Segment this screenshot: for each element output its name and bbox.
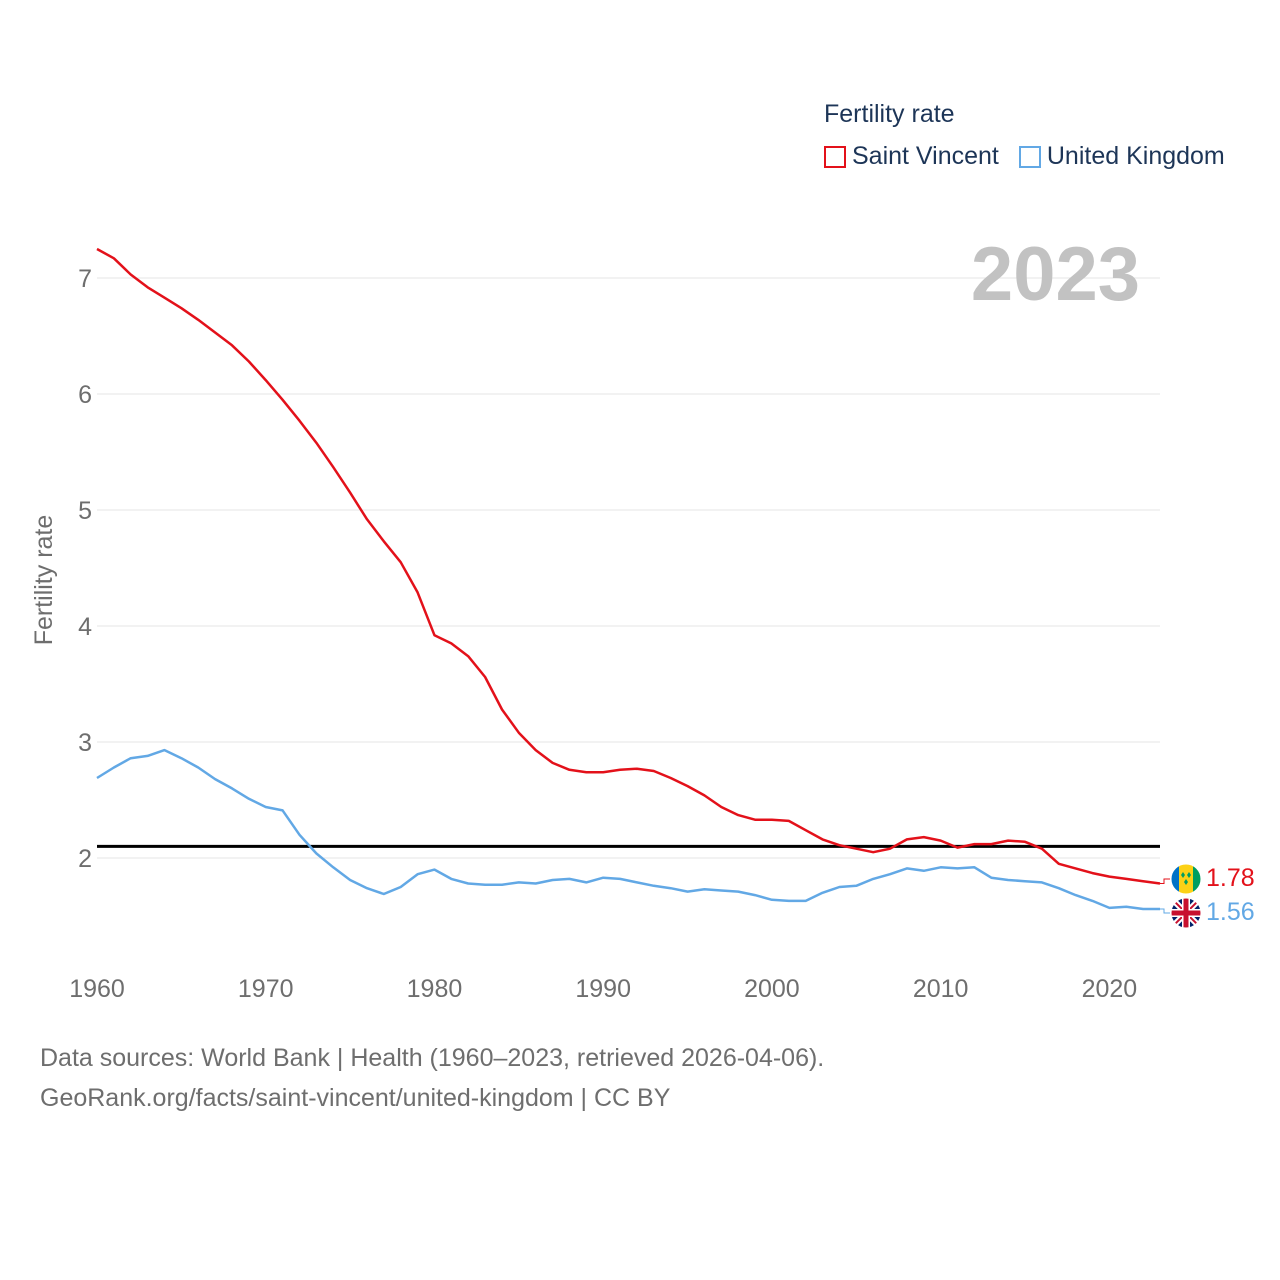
y-tick-label: 3 bbox=[78, 729, 92, 757]
united-kingdom-flag bbox=[1171, 898, 1201, 928]
y-tick-label: 2 bbox=[78, 845, 92, 873]
x-tick-label: 2000 bbox=[744, 975, 800, 1003]
legend-label-saint-vincent: Saint Vincent bbox=[852, 142, 999, 170]
flag-blue-band bbox=[1171, 864, 1179, 894]
series-line-saint-vincent bbox=[96, 247, 1161, 885]
flag-diamond bbox=[1181, 872, 1185, 878]
y-axis-ticks: 2 3 4 5 6 7 bbox=[78, 265, 92, 873]
legend-title: Fertility rate bbox=[824, 100, 955, 128]
legend-item-united-kingdom[interactable]: United Kingdom bbox=[1018, 142, 1225, 171]
legend-swatch-united-kingdom bbox=[1018, 145, 1041, 168]
data-source-text: Data sources: World Bank | Health (1960–… bbox=[40, 1044, 825, 1072]
flag-ring bbox=[1170, 863, 1202, 895]
x-tick-label: 1970 bbox=[238, 975, 294, 1003]
series-line-united-kingdom bbox=[96, 748, 1160, 911]
y-tick-label: 5 bbox=[78, 497, 92, 525]
legend-item-saint-vincent[interactable]: Saint Vincent bbox=[824, 142, 999, 171]
flag-diamond bbox=[1184, 879, 1188, 885]
y-tick-label: 6 bbox=[78, 381, 92, 409]
source-url-text[interactable]: GeoRank.org/facts/saint-vincent/united-k… bbox=[40, 1084, 671, 1112]
year-label: 2023 bbox=[971, 232, 1140, 317]
y-axis-label: Fertility rate bbox=[30, 515, 58, 646]
legend: Saint Vincent United Kingdom bbox=[824, 142, 1245, 171]
x-tick-label: 1980 bbox=[407, 975, 463, 1003]
x-tick-label: 1960 bbox=[69, 975, 125, 1003]
y-tick-label: 4 bbox=[78, 613, 92, 641]
x-axis-ticks: 1960 1970 1980 1990 2000 2010 2020 bbox=[69, 975, 1137, 1003]
end-labels: 1.78 1.56 bbox=[1160, 863, 1255, 929]
end-label-saint-vincent: 1.78 bbox=[1206, 864, 1255, 892]
grid-lines bbox=[97, 277, 1160, 859]
connector-saint-vincent bbox=[1160, 878, 1170, 884]
x-tick-label: 2020 bbox=[1082, 975, 1138, 1003]
flag-diamond bbox=[1187, 872, 1191, 878]
x-tick-label: 2010 bbox=[913, 975, 969, 1003]
series-lines bbox=[96, 247, 1161, 911]
end-label-united-kingdom: 1.56 bbox=[1206, 898, 1255, 926]
saint-vincent-flag bbox=[1171, 864, 1201, 894]
connector-united-kingdom bbox=[1160, 908, 1170, 914]
x-tick-label: 1990 bbox=[575, 975, 631, 1003]
flag-cross-red bbox=[1183, 898, 1189, 928]
flag-green-band bbox=[1193, 864, 1201, 894]
legend-label-united-kingdom: United Kingdom bbox=[1046, 142, 1225, 170]
flag-ring bbox=[1170, 897, 1202, 929]
y-tick-label: 7 bbox=[78, 265, 92, 293]
legend-swatch-saint-vincent bbox=[824, 145, 846, 168]
